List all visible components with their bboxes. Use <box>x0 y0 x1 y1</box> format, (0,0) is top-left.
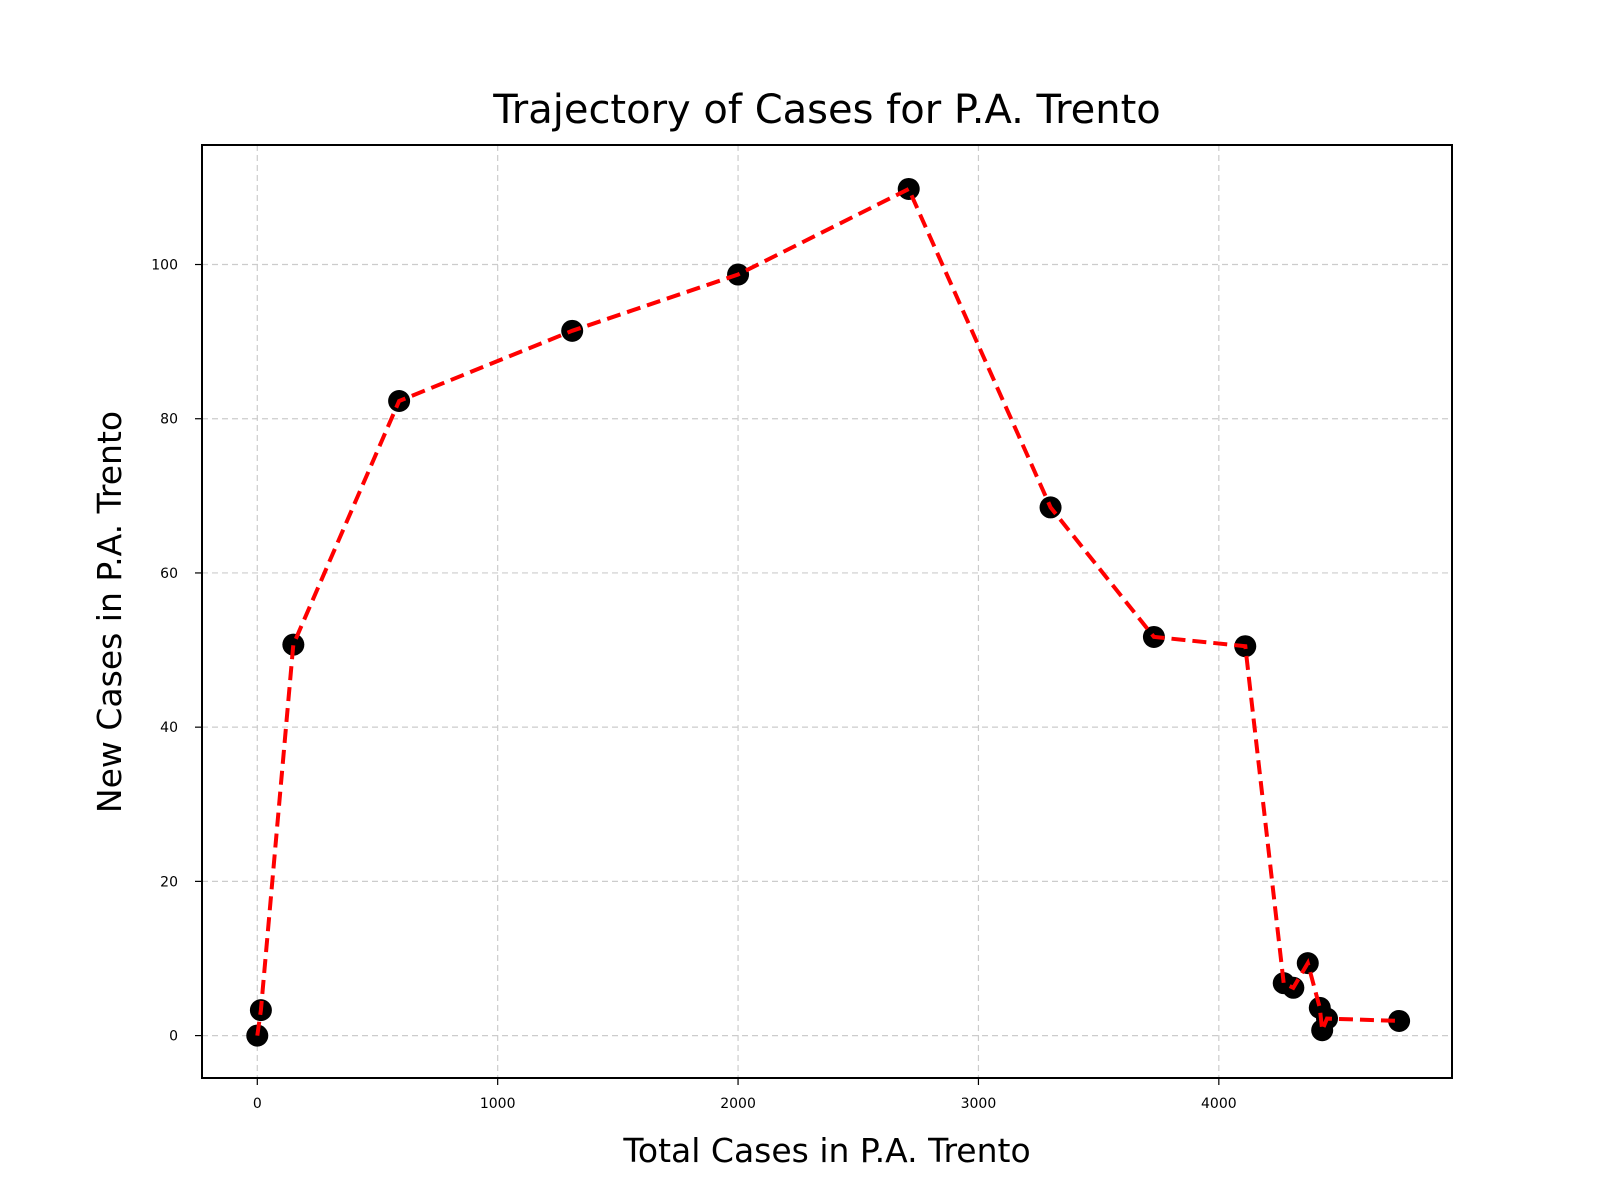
y-tick-label: 100 <box>151 258 178 274</box>
grid <box>202 145 1452 1078</box>
y-axis-label: New Cases in P.A. Trento <box>90 411 129 813</box>
plot-frame <box>201 144 1453 1079</box>
series-line <box>255 186 1400 1036</box>
ticks: 0 1000 2000 3000 4000 0 20 40 60 80 100 <box>151 258 1236 1112</box>
series-layer <box>246 177 1411 1047</box>
y-tick-label: 80 <box>160 412 178 428</box>
data-point <box>897 177 920 200</box>
x-tick-label: 4000 <box>1201 1096 1237 1112</box>
y-tick-label: 40 <box>160 720 178 736</box>
y-tick-label: 0 <box>169 1029 178 1045</box>
data-point <box>282 633 305 656</box>
x-tick-label: 0 <box>253 1096 262 1112</box>
y-tick-label: 20 <box>160 874 178 890</box>
x-tick-label: 1000 <box>480 1096 516 1112</box>
chart-title: Trajectory of Cases for P.A. Trento <box>492 87 1161 133</box>
x-axis-label: Total Cases in P.A. Trento <box>622 1131 1030 1170</box>
y-tick-label: 60 <box>160 566 178 582</box>
x-tick-label: 3000 <box>961 1096 997 1112</box>
x-tick-label: 2000 <box>720 1096 756 1112</box>
data-point <box>1388 1009 1411 1032</box>
